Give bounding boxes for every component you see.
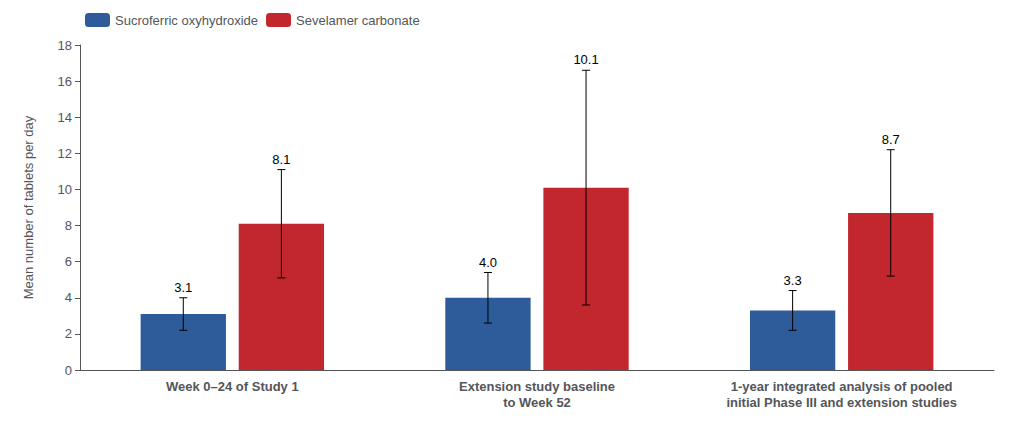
svg-text:3.3: 3.3 xyxy=(784,273,802,288)
svg-text:10.1: 10.1 xyxy=(573,52,598,67)
svg-text:4.0: 4.0 xyxy=(479,255,497,270)
svg-text:initial Phase III and extensio: initial Phase III and extension studies xyxy=(726,395,956,410)
svg-text:8.7: 8.7 xyxy=(882,132,900,147)
svg-text:4: 4 xyxy=(65,290,72,305)
svg-text:Week 0–24 of Study 1: Week 0–24 of Study 1 xyxy=(166,379,299,394)
svg-text:16: 16 xyxy=(58,74,72,89)
svg-text:to Week 52: to Week 52 xyxy=(503,395,571,410)
svg-text:Sucroferric oxyhydroxide: Sucroferric oxyhydroxide xyxy=(115,13,258,28)
svg-text:3.1: 3.1 xyxy=(174,280,192,295)
svg-text:Mean number of tablets per day: Mean number of tablets per day xyxy=(21,115,36,299)
svg-text:8: 8 xyxy=(65,218,72,233)
svg-text:18: 18 xyxy=(58,38,72,53)
svg-text:12: 12 xyxy=(58,146,72,161)
svg-text:1-year integrated analysis of: 1-year integrated analysis of pooled xyxy=(731,379,953,394)
svg-text:8.1: 8.1 xyxy=(272,152,290,167)
svg-text:14: 14 xyxy=(58,110,72,125)
svg-text:10: 10 xyxy=(58,182,72,197)
svg-text:0: 0 xyxy=(65,363,72,378)
svg-text:2: 2 xyxy=(65,326,72,341)
svg-text:Extension study baseline: Extension study baseline xyxy=(459,379,615,394)
svg-text:6: 6 xyxy=(65,254,72,269)
svg-text:Sevelamer carbonate: Sevelamer carbonate xyxy=(296,13,420,28)
